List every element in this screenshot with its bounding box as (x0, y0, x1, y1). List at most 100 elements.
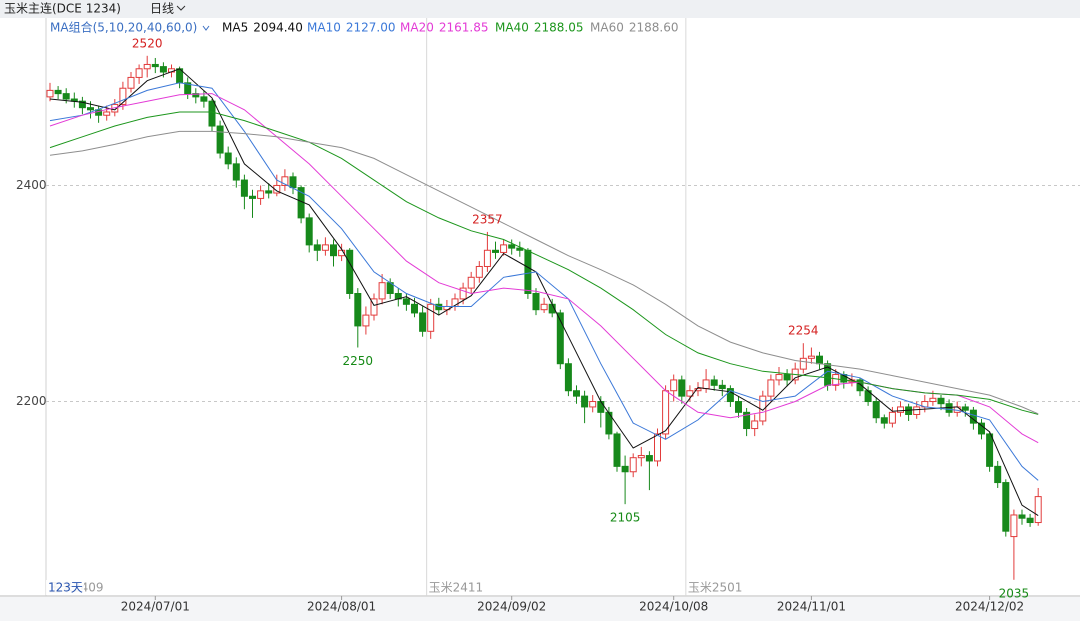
candle-body (718, 384, 726, 390)
candle-body (54, 89, 62, 95)
candle-body (192, 93, 200, 98)
candle-body (467, 276, 475, 289)
candle-body (78, 100, 86, 109)
legend-value: 2161.85 (439, 21, 489, 35)
period[interactable]: 日线 (150, 2, 174, 16)
ma-line (49, 82, 1039, 481)
candle-body (135, 68, 143, 78)
candle-body (281, 176, 289, 186)
candle-body (321, 244, 329, 251)
period-arrow[interactable] (176, 5, 186, 11)
extreme-label: 2254 (788, 324, 819, 338)
candle-body (629, 457, 637, 473)
ma-group-arrow (202, 25, 210, 31)
candle-body (1026, 517, 1034, 524)
candle-body (508, 244, 516, 249)
candle-body (621, 465, 629, 473)
candle-body (880, 417, 888, 424)
candle-body (929, 397, 937, 403)
ma-line (49, 130, 1039, 415)
candle-body (305, 217, 313, 246)
candle-body (564, 363, 572, 392)
days-label: 123天 (48, 581, 83, 595)
candle-body (978, 422, 985, 435)
x-tick-label: 2024/07/01 (121, 600, 190, 614)
y-tick-label: 2400 (16, 178, 47, 192)
legend-name: MA60 (590, 21, 624, 35)
extreme-label: 2035 (999, 586, 1030, 600)
ma-group: MA组合(5,10,20,40,60,0) (50, 20, 197, 35)
candle-body (816, 355, 823, 365)
x-tick-label: 2024/11/01 (777, 600, 846, 614)
candle-body (532, 292, 540, 311)
extreme-label: 2105 (610, 511, 641, 525)
candle-body (516, 247, 524, 251)
candle-body (872, 401, 880, 419)
candle-body (354, 292, 362, 327)
legend-name: MA10 (307, 21, 341, 35)
candle-body (961, 406, 969, 411)
candle-body (807, 355, 815, 359)
candle-body (710, 379, 718, 386)
candle-body (313, 244, 321, 251)
candle-body (127, 76, 135, 89)
y-tick-label: 2200 (16, 394, 47, 408)
candle-body (200, 96, 208, 102)
candle-body (735, 401, 742, 413)
candle-body (856, 379, 864, 392)
candle-body (986, 433, 994, 467)
candle-body (678, 379, 686, 397)
header-bar (0, 0, 1080, 18)
candle-body (87, 107, 94, 111)
contract-label: 玉米2411 (429, 581, 484, 595)
candle-body (540, 303, 548, 311)
candle-body (224, 152, 232, 165)
legend-name: MA40 (495, 21, 529, 35)
candle-body (459, 287, 467, 300)
candle-body (289, 176, 297, 189)
candle-body (143, 63, 151, 70)
days-box (46, 580, 84, 595)
candle-body (1018, 514, 1026, 519)
legend-value: 2094.40 (253, 21, 303, 35)
candle-body (159, 66, 167, 73)
candle-body (402, 298, 410, 305)
candle-body (775, 374, 783, 381)
candle-body (151, 63, 159, 68)
candle-body (419, 312, 427, 332)
legend-value: 2188.05 (534, 21, 584, 35)
x-tick-label: 2024/10/08 (639, 600, 708, 614)
candle-body (613, 433, 621, 467)
candle-body (500, 244, 508, 253)
candle-body (330, 244, 337, 257)
candle-body (370, 298, 378, 316)
candle-body (346, 249, 354, 294)
candle-body (46, 89, 54, 98)
candle-body (743, 411, 751, 430)
candle-body (589, 401, 597, 408)
extreme-label: 2357 (472, 212, 503, 226)
legend-name: MA5 (222, 21, 248, 35)
candle-body (767, 379, 775, 397)
candle-body (686, 390, 694, 397)
candle-body (257, 190, 265, 199)
candle-body (232, 163, 240, 181)
candle-body (265, 190, 273, 194)
candle-body (645, 455, 653, 462)
candle-body (475, 265, 483, 278)
candle-body (184, 82, 192, 95)
extreme-label: 2520 (132, 36, 163, 50)
ma-line (49, 68, 1039, 517)
candle-body (524, 249, 532, 294)
candle-body (62, 93, 70, 100)
extreme-label: 2250 (343, 354, 374, 368)
candle-body (597, 401, 605, 413)
candle-body (427, 303, 435, 332)
candle-body (888, 411, 896, 424)
candle-body (1002, 482, 1010, 532)
candle-body (637, 455, 645, 459)
candle-body (338, 249, 346, 257)
candle-body (103, 111, 111, 116)
legend-value: 2188.60 (629, 21, 679, 35)
candle-body (581, 395, 589, 408)
